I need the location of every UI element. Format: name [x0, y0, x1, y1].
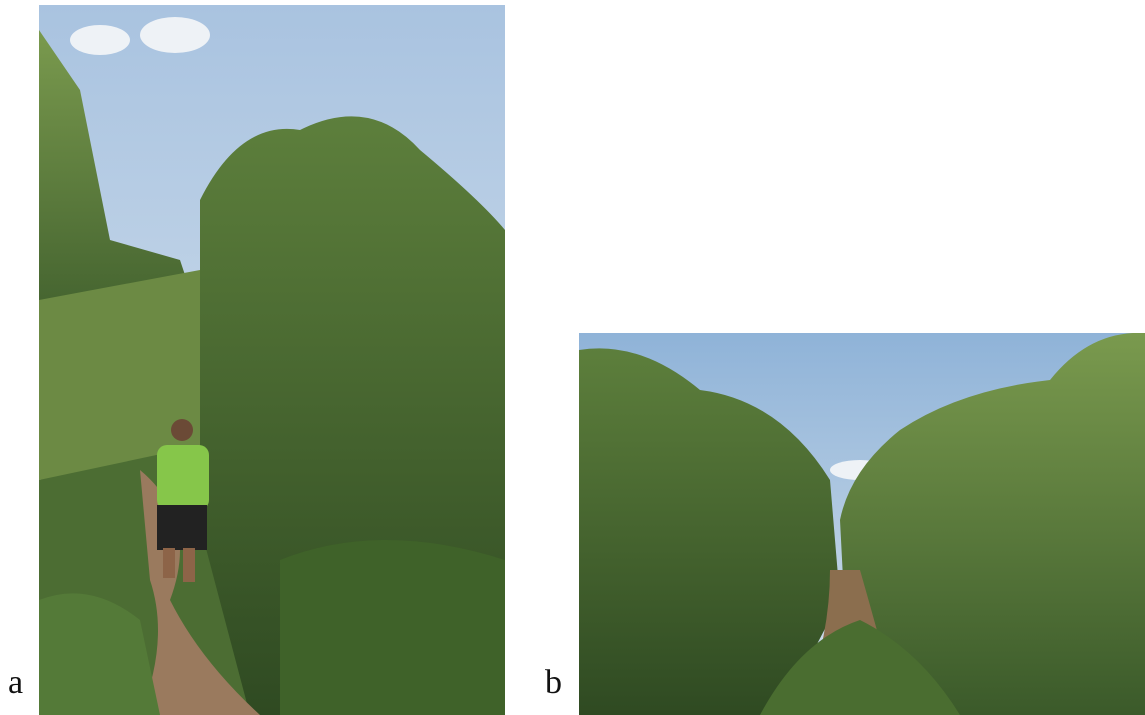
panel-label: a — [8, 664, 23, 701]
panel-label: b — [545, 664, 562, 701]
photo-b — [579, 333, 1145, 715]
photo-a — [39, 5, 505, 715]
